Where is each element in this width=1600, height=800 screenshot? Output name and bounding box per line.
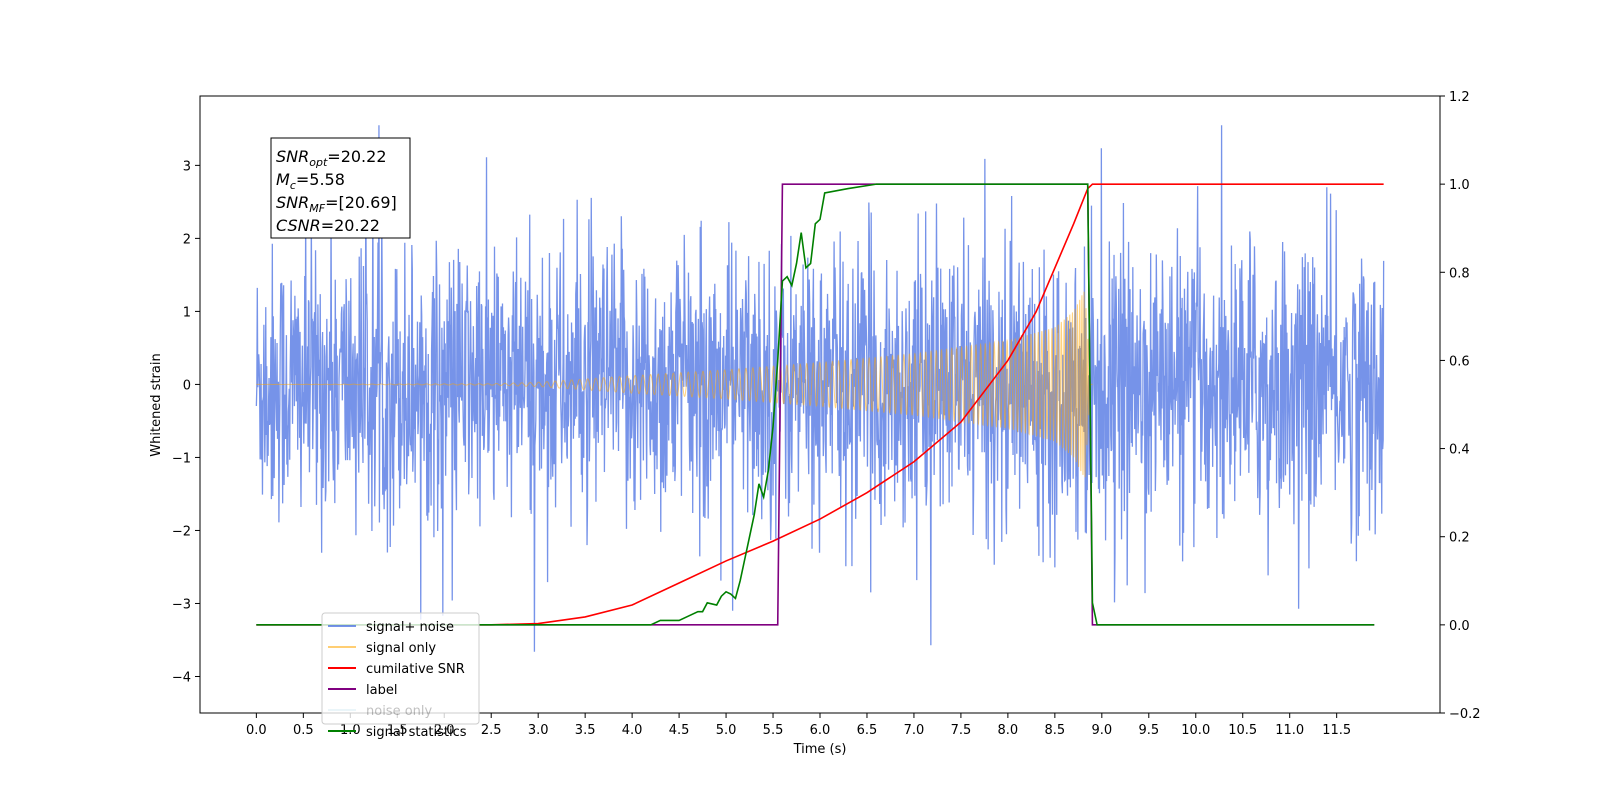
- stats-line: CSNR=20.22: [276, 216, 380, 235]
- x-tick-label: 10.5: [1228, 723, 1257, 738]
- y-tick-label: −3: [172, 597, 191, 612]
- legend-item-signal-noise: signal+ noise: [366, 620, 454, 635]
- x-tick-label: 10.0: [1181, 723, 1210, 738]
- y2-tick-label: 0.8: [1449, 266, 1470, 281]
- y2-tick-label: 0.4: [1449, 443, 1470, 458]
- legend-item-cumilative-snr: cumilative SNR: [366, 662, 465, 677]
- series-layer: [255, 125, 1385, 652]
- x-tick-label: 0.0: [246, 723, 267, 738]
- y2-tick-label: 0.6: [1449, 354, 1470, 369]
- x-axis-label: Time (s): [793, 742, 847, 757]
- x-tick-label: 8.0: [998, 723, 1019, 738]
- legend-item-signal-statistics: signal statistics: [366, 725, 467, 740]
- x-tick-label: 0.5: [293, 723, 314, 738]
- y-axis-left: −4 −3 −2 −1 0 1 2 3: [172, 159, 200, 685]
- x-tick-label: 3.5: [575, 723, 596, 738]
- x-tick-label: 8.5: [1045, 723, 1066, 738]
- x-tick-label: 2.0: [434, 723, 455, 738]
- y-tick-label: 3: [183, 159, 191, 174]
- y2-tick-label: 1.2: [1449, 90, 1470, 105]
- x-tick-label: 11.5: [1322, 723, 1351, 738]
- x-tick-label: 4.5: [669, 723, 690, 738]
- legend-item-signal-only: signal only: [366, 641, 436, 656]
- x-tick-label: 1.5: [387, 723, 408, 738]
- y2-tick-label: 0.2: [1449, 531, 1470, 546]
- y2-tick-label: 0.0: [1449, 619, 1470, 634]
- legend: signal+ noise signal only cumilative SNR la…: [321, 612, 480, 740]
- series-signal-statistics: [256, 183, 1375, 626]
- x-tick-label: 4.0: [622, 723, 643, 738]
- x-tick-label: 5.5: [763, 723, 784, 738]
- x-tick-label: 7.0: [904, 723, 925, 738]
- x-tick-label: 6.5: [857, 723, 878, 738]
- y-tick-label: 0: [183, 378, 191, 393]
- stats-line: Mc=5.58: [276, 170, 345, 192]
- series-signal-noise: [255, 125, 1385, 652]
- series-cumilative-snr: [256, 183, 1384, 626]
- x-tick-label: 6.0: [810, 723, 831, 738]
- y-tick-label: −4: [172, 670, 191, 685]
- x-tick-label: 2.5: [481, 723, 502, 738]
- y-axis-label: Whitened strain: [149, 353, 164, 456]
- x-tick-label: 5.0: [716, 723, 737, 738]
- x-tick-label: 9.0: [1091, 723, 1112, 738]
- series-signal-only: [256, 291, 1093, 478]
- stats-box: SNRopt=20.22Mc=5.58SNRMF=[20.69]CSNR=20.…: [270, 137, 411, 239]
- x-axis: 0.0 0.5 1.0 1.5 2.0 2.5 3.0 3.5 4.0 4.5 5.0 5.5 6.0 6…: [246, 713, 1351, 738]
- x-tick-label: 9.5: [1138, 723, 1159, 738]
- y-tick-label: 2: [183, 232, 191, 247]
- x-tick-label: 3.0: [528, 723, 549, 738]
- legend-frame: [321, 612, 480, 725]
- stats-box-frame: [270, 137, 411, 239]
- y2-tick-label: 1.0: [1449, 178, 1470, 193]
- y-axis-right: −0.2 0.0 0.2 0.4 0.6 0.8 1.0 1.2: [1440, 90, 1481, 722]
- stats-line: SNRopt=20.22: [276, 147, 387, 169]
- legend-item-noise-only: noise only: [366, 704, 433, 719]
- stats-line: SNRMF=[20.69]: [276, 193, 397, 215]
- legend-item-label: label: [366, 683, 397, 698]
- y-tick-label: −1: [172, 451, 191, 466]
- x-tick-label: 7.5: [951, 723, 972, 738]
- y-tick-label: 1: [183, 305, 191, 320]
- x-tick-label: 11.0: [1275, 723, 1304, 738]
- y2-tick-label: −0.2: [1449, 707, 1481, 722]
- y-tick-label: −2: [172, 524, 191, 539]
